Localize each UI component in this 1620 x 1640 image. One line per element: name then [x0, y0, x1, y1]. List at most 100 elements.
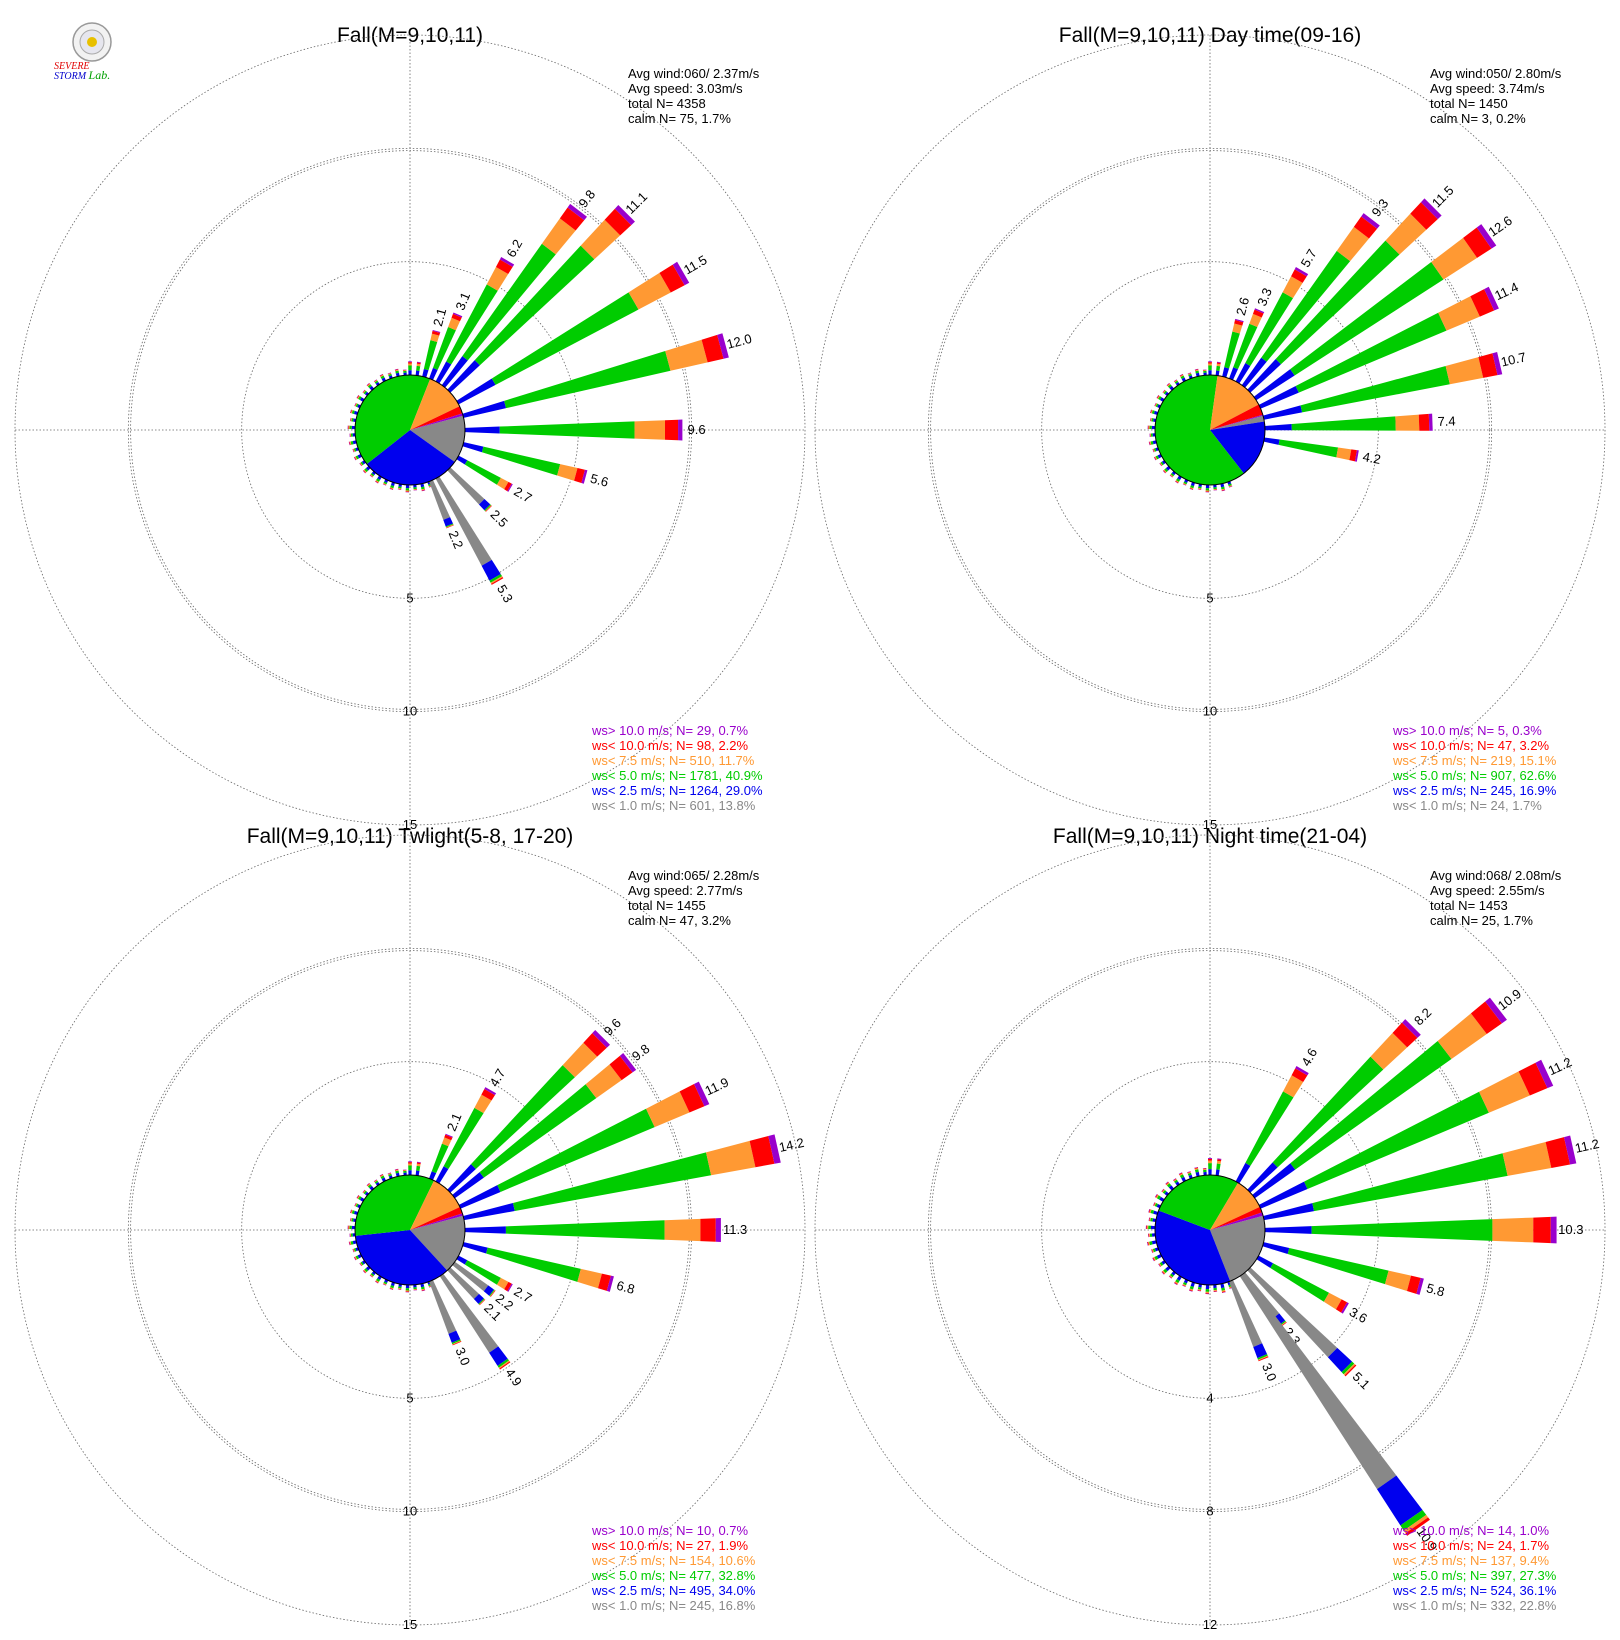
bar-segment-lt1 [447, 467, 485, 505]
legend-entry: ws> 10.0 m/s; N= 29, 0.7% [591, 723, 749, 738]
bar-segment-lt5 [479, 1084, 597, 1178]
petal-segment [389, 1287, 394, 1290]
bar-segment-lt10 [491, 577, 504, 585]
petal-segment [370, 474, 374, 477]
petal-segment [408, 1165, 412, 1171]
pie-slice-lt10 [1210, 404, 1263, 430]
petal-segment [383, 482, 387, 486]
petal-segment [1178, 1172, 1183, 1175]
petal-segment [1161, 1271, 1165, 1275]
bar-segment-gt10 [432, 329, 441, 333]
bar-label: 3.3 [1254, 286, 1275, 308]
bar-segment-lt75 [664, 1218, 701, 1242]
bar-segment-lt5 [481, 446, 561, 476]
bar-segment-lt25 [462, 1242, 488, 1254]
bar-segment-lt75 [1479, 1071, 1530, 1113]
petal-segment [379, 1173, 383, 1176]
petal-segment [403, 370, 407, 372]
petal-segment [351, 418, 354, 422]
bar-segment-lt25 [464, 1226, 506, 1234]
windrose-panel-4: Fall(M=9,10,11) Night time(21-04)48124.6… [814, 825, 1606, 1632]
petal-segment [403, 369, 407, 371]
petal-segment [394, 369, 399, 371]
petal-segment [358, 1196, 362, 1201]
petal-segment [1152, 448, 1155, 453]
petal-segment [1222, 1291, 1226, 1294]
petal-segment [1150, 433, 1152, 437]
bar-segment-lt5 [1400, 1509, 1427, 1531]
bar-segment-lt10 [700, 1218, 716, 1242]
petal-segment [421, 1290, 426, 1292]
petal-segment [1187, 372, 1192, 375]
bar-segment-lt1 [1247, 1267, 1338, 1358]
petal-segment [1221, 490, 1226, 492]
petal-segment [1194, 1169, 1199, 1173]
pie-outline [1154, 374, 1266, 486]
petal-segment [1147, 1241, 1149, 1246]
petal-segment [366, 1182, 370, 1186]
petal-segment [1197, 1286, 1202, 1290]
petal-segment [1205, 1292, 1210, 1294]
petal-segment [350, 417, 352, 422]
bar-segment-lt25 [1263, 405, 1303, 420]
petal-segment [413, 487, 417, 490]
petal-segment [1169, 475, 1173, 478]
petal-segment [1213, 1284, 1217, 1289]
petal-segment [1163, 390, 1166, 394]
rose-bar: 5.3 [435, 476, 516, 605]
ring-label: 5 [1206, 590, 1213, 605]
bar-segment-lt5 [445, 523, 454, 528]
petal-segment [353, 1257, 356, 1261]
petal-segment [1149, 441, 1152, 445]
bar-segment-lt1 [1239, 1273, 1397, 1490]
bar-segment-lt10 [604, 208, 632, 236]
petal-segment [1153, 1257, 1156, 1261]
rose-bar: 2.1 [429, 1111, 465, 1181]
petal-segment [348, 425, 349, 430]
petal-segment [383, 1282, 387, 1286]
legend-entry: ws< 5.0 m/s; N= 907, 62.6% [1392, 768, 1557, 783]
petal-segment [1168, 1276, 1172, 1279]
petal-segment [359, 1262, 363, 1266]
bar-label: 14.2 [778, 1135, 806, 1155]
bar-segment-lt5 [1290, 1040, 1452, 1170]
petal-segment [1197, 1290, 1201, 1292]
legend-entry: ws< 7.5 m/s; N= 137, 9.4% [1392, 1553, 1550, 1568]
stats-line: Avg wind:050/ 2.80m/s [1430, 66, 1562, 81]
petal-segment [1187, 1172, 1192, 1176]
bar-segment-gt10 [606, 1275, 614, 1292]
petal-segment [1160, 461, 1164, 466]
petal-segment [350, 417, 352, 422]
petal-segment [1166, 1183, 1172, 1188]
petal-segment [389, 1288, 394, 1290]
petal-segment [371, 1271, 376, 1276]
bar-label: 7.4 [1437, 413, 1456, 429]
bar-segment-lt75 [1232, 323, 1243, 334]
bar-segment-lt5 [489, 1289, 495, 1297]
rose-bar: 4.2 [1263, 437, 1382, 467]
petal-segment [350, 1241, 354, 1245]
petal-segment [1154, 1255, 1159, 1261]
bar-segment-lt5 [504, 350, 671, 409]
petal-segment [350, 1233, 353, 1237]
petal-segment [370, 1273, 375, 1277]
petal-segment [370, 473, 375, 477]
petal-segment [1189, 487, 1194, 490]
petal-segment [1187, 373, 1192, 375]
petal-segment [351, 1225, 356, 1230]
bar-segment-gt10 [678, 419, 683, 441]
legend-entry: ws< 5.0 m/s; N= 477, 32.8% [591, 1568, 756, 1583]
bar-segment-lt5 [1311, 1219, 1493, 1241]
legend-entry: ws< 10.0 m/s; N= 47, 3.2% [1392, 738, 1550, 753]
bar-segment-gt10 [1294, 267, 1309, 277]
petal-segment [1157, 395, 1160, 399]
petal-segment [1148, 1217, 1151, 1222]
bar-segment-lt10 [659, 264, 685, 293]
petal-segment [421, 489, 426, 491]
bar-segment-lt5 [423, 340, 438, 371]
petal-segment [363, 1269, 367, 1273]
petal-segment [380, 375, 385, 380]
petal-segment [1189, 1288, 1194, 1291]
petal-segment [376, 1278, 381, 1282]
